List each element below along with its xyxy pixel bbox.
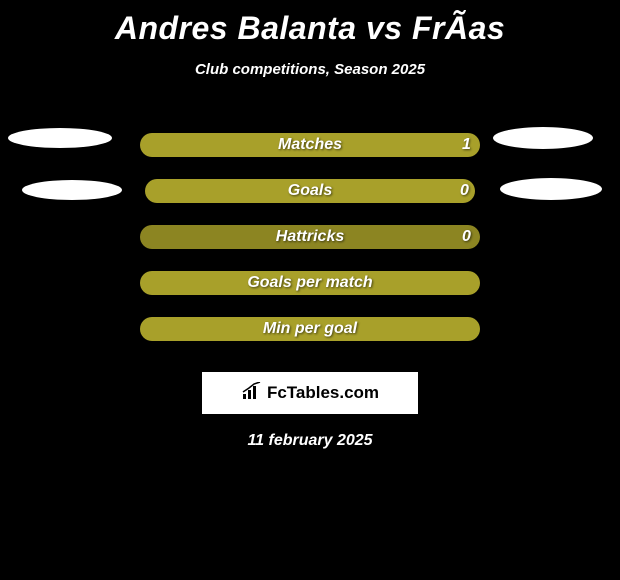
bar-goals: Goals 0 (145, 179, 475, 203)
logo: FcTables.com (241, 382, 379, 405)
bar-row: Goals per match (0, 260, 620, 306)
bar-value: 0 (460, 182, 469, 200)
bar-label: Goals (288, 182, 332, 200)
bar-label: Hattricks (276, 228, 344, 246)
bar-label: Min per goal (263, 320, 357, 338)
bar-matches: Matches 1 (140, 133, 480, 157)
subtitle: Club competitions, Season 2025 (0, 61, 620, 78)
bar-label: Goals per match (247, 274, 372, 292)
chart-icon (241, 382, 263, 405)
bar-hattricks: Hattricks 0 (140, 225, 480, 249)
chart-area: Matches 1 Goals 0 Hattricks 0 Goals per … (0, 122, 620, 352)
bar-goals-per-match: Goals per match (140, 271, 480, 295)
bar-row: Hattricks 0 (0, 214, 620, 260)
bar-row: Matches 1 (0, 122, 620, 168)
bar-min-per-goal: Min per goal (140, 317, 480, 341)
bar-row: Min per goal (0, 306, 620, 352)
date-label: 11 february 2025 (0, 432, 620, 450)
bar-value: 1 (462, 136, 471, 154)
bar-label: Matches (278, 136, 342, 154)
page-title: Andres Balanta vs FrÃ­as (0, 0, 620, 47)
logo-box: FcTables.com (202, 372, 418, 414)
bar-value: 0 (462, 228, 471, 246)
bar-row: Goals 0 (0, 168, 620, 214)
logo-text: FcTables.com (267, 383, 379, 403)
